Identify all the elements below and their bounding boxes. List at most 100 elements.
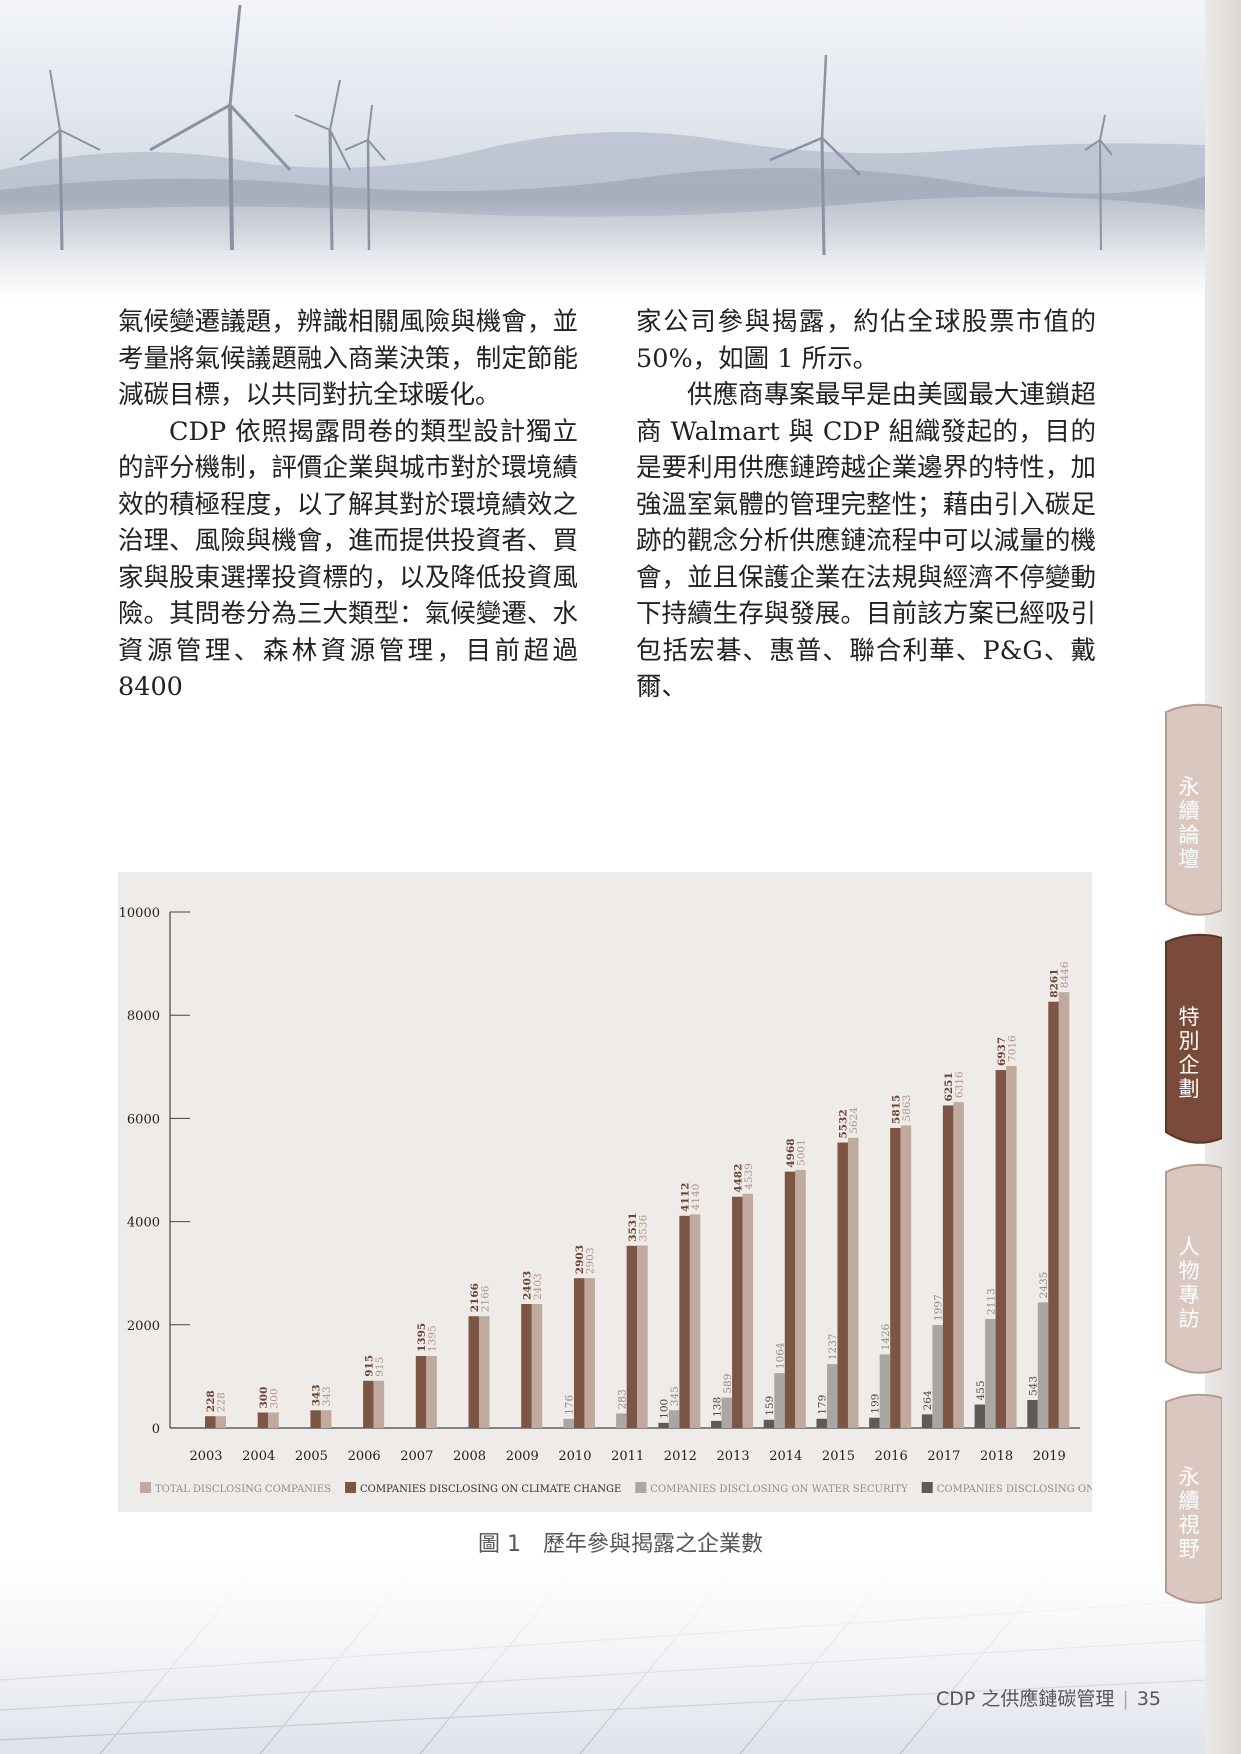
bar-total-2017 [953,1102,964,1428]
data-label-total: 7016 [1006,1035,1018,1062]
bar-climate-2007 [415,1356,427,1428]
bar-climate-2012 [679,1215,690,1428]
data-label-climate: 228 [205,1390,217,1412]
bar-climate-2003 [205,1416,216,1428]
data-label-water: 2113 [985,1288,997,1315]
paragraph: CDP 依照揭露問卷的類型設計獨立的評分機制，評價企業與城市對於環境績效的積極程… [118,416,578,703]
bar-water-2012 [668,1410,680,1428]
x-tick-label: 2004 [242,1449,275,1464]
bar-water-2010 [563,1418,574,1428]
bar-forests-2018 [974,1404,986,1428]
y-tick-label: 4000 [127,1216,160,1231]
data-label-forests: 100 [659,1399,671,1419]
data-label-climate: 6251 [943,1072,955,1101]
bar-forests-2014 [763,1419,775,1428]
section-tabs [1165,703,1222,1604]
bar-climate-2005 [310,1410,321,1428]
bar-climate-2019 [1048,1001,1059,1428]
x-tick-label: 2013 [717,1449,750,1464]
data-label-climate: 915 [363,1355,375,1377]
bar-climate-2010 [573,1278,585,1428]
page-footer: CDP 之供應鏈碳管理 | 35 [936,1688,1161,1710]
data-label-climate: 8261 [1049,968,1061,997]
data-label-total: 6316 [954,1071,966,1098]
data-label-water: 283 [616,1389,628,1409]
data-label-climate: 3531 [627,1213,639,1242]
bar-total-2009 [531,1304,543,1428]
bar-total-2018 [1006,1065,1017,1428]
tab-sustainability-vision[interactable]: 永續視野 [1178,1465,1200,1561]
data-label-water: 345 [669,1386,681,1406]
tab-shape-2 [1165,933,1222,1144]
legend-label-climate: COMPANIES DISCLOSING ON CLIMATE CHANGE [360,1484,621,1495]
legend-label-water: COMPANIES DISCLOSING ON WATER SECURITY [650,1484,908,1495]
data-label-water: 1237 [827,1333,839,1360]
tab-special-feature[interactable]: 特別企劃 [1178,1005,1200,1101]
bar-water-2013 [721,1397,733,1428]
y-tick-label: 10000 [119,906,160,921]
data-label-water: 176 [564,1395,576,1415]
paragraph: 家公司參與揭露，約佔全球股票市值的 50%，如圖 1 所示。 [636,307,1096,374]
bar-total-2016 [900,1125,912,1428]
legend-swatch-total [140,1482,151,1493]
x-tick-label: 2003 [189,1449,222,1464]
x-tick-label: 2012 [664,1449,697,1464]
data-label-climate: 300 [258,1387,270,1409]
data-label-climate: 2903 [574,1245,586,1274]
data-label-total: 4140 [690,1184,702,1211]
data-label-total: 3536 [637,1215,649,1242]
tab-interviews[interactable]: 人物專訪 [1178,1235,1200,1331]
x-tick-label: 2008 [453,1449,486,1464]
bar-total-2010 [584,1278,595,1428]
bar-forests-2017 [921,1414,933,1428]
bar-water-2016 [879,1354,891,1428]
x-tick-label: 2019 [1033,1449,1066,1464]
data-label-water: 1064 [775,1342,787,1369]
data-label-forests: 179 [817,1395,829,1415]
data-label-climate: 2166 [469,1283,481,1312]
data-label-climate: 5815 [890,1095,902,1124]
bar-total-2011 [637,1245,648,1428]
x-tick-label: 2011 [611,1449,644,1464]
bar-forests-2016 [869,1417,880,1428]
data-label-forests: 543 [1028,1376,1040,1396]
tab-sustainability-forum[interactable]: 永續論壇 [1178,775,1200,871]
bar-climate-2011 [626,1245,638,1428]
tab-shape-1 [1165,703,1222,916]
bar-total-2014 [795,1169,806,1428]
bar-total-2012 [689,1214,701,1428]
running-title: CDP 之供應鏈碳管理 [936,1688,1115,1710]
y-tick-label: 0 [152,1422,160,1437]
legend-label-total: TOTAL DISCLOSING COMPANIES [155,1484,331,1495]
data-label-climate: 1395 [416,1323,428,1352]
bar-total-2005 [320,1410,332,1428]
legend-label-forests: COMPANIES DISCLOSING ON FORESTS [937,1484,1092,1495]
legend-swatch-climate [345,1482,357,1493]
bar-water-2015 [826,1364,838,1428]
x-tick-label: 2018 [980,1449,1013,1464]
data-label-total: 2403 [532,1273,544,1300]
figure-caption: 圖 1 歷年參與揭露之企業數 [0,1526,1241,1558]
bar-water-2017 [932,1324,943,1428]
data-label-total: 4539 [743,1163,755,1190]
data-label-forests: 455 [975,1380,987,1400]
data-label-climate: 5532 [838,1109,850,1138]
y-tick-label: 6000 [127,1112,160,1127]
legend-swatch-water [635,1482,647,1493]
x-tick-label: 2006 [348,1449,381,1464]
data-label-forests: 159 [764,1396,776,1416]
tab-shape-3 [1165,1163,1222,1374]
bar-total-2006 [373,1380,385,1428]
bar-water-2014 [774,1373,785,1428]
figure-number: 圖 1 [477,1532,521,1557]
bar-climate-2015 [837,1142,848,1428]
data-label-total: 2903 [585,1247,597,1274]
bar-total-2007 [426,1356,437,1428]
data-label-climate: 4482 [732,1163,744,1192]
bar-climate-2008 [468,1316,480,1428]
x-tick-label: 2010 [558,1449,591,1464]
data-label-total: 5001 [796,1139,808,1166]
bar-climate-2014 [784,1171,796,1428]
y-tick-label: 2000 [127,1319,160,1334]
